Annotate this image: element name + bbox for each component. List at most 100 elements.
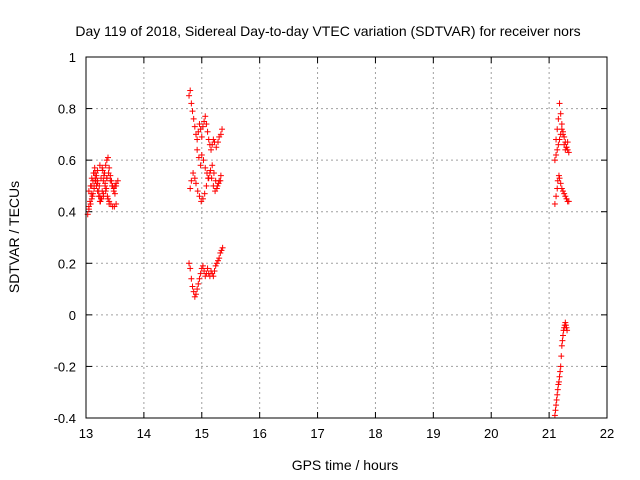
data-point — [190, 170, 197, 177]
data-point — [101, 170, 108, 177]
data-point — [213, 144, 220, 151]
data-point — [554, 391, 561, 398]
data-point — [191, 293, 198, 300]
data-point — [103, 175, 110, 182]
data-point — [555, 381, 562, 388]
data-point — [558, 126, 565, 133]
data-point — [202, 164, 209, 171]
data-point — [556, 175, 563, 182]
data-point — [551, 200, 558, 207]
data-point — [97, 198, 104, 205]
data-point — [85, 206, 92, 213]
data-point — [217, 172, 224, 179]
data-point — [565, 198, 572, 205]
data-point — [211, 268, 218, 275]
data-point — [217, 177, 224, 184]
data-point — [562, 193, 569, 200]
data-point — [561, 133, 568, 140]
y-tick-label: 1 — [69, 50, 76, 65]
data-point — [210, 136, 217, 143]
data-point — [189, 108, 196, 115]
data-point — [560, 128, 567, 135]
data-point — [194, 286, 201, 293]
y-tick-label: -0.2 — [54, 359, 76, 374]
data-point — [207, 167, 214, 174]
data-point — [111, 190, 118, 197]
x-tick-label: 19 — [426, 426, 440, 441]
data-point — [195, 154, 202, 161]
data-point — [556, 373, 563, 380]
data-point — [95, 188, 102, 195]
data-point — [559, 337, 566, 344]
data-point — [203, 121, 210, 128]
data-point — [192, 291, 199, 298]
data-point — [563, 324, 570, 331]
data-point — [204, 265, 211, 272]
data-point — [192, 180, 199, 187]
y-axis-label: SDTVAR / TECUs — [6, 181, 22, 293]
data-point — [195, 280, 202, 287]
data-point — [555, 378, 562, 385]
x-tick-label: 13 — [79, 426, 93, 441]
data-point — [88, 195, 95, 202]
data-point — [93, 172, 100, 179]
data-point — [213, 185, 220, 192]
data-point — [560, 332, 567, 339]
data-point — [554, 146, 561, 153]
data-point — [198, 151, 205, 158]
data-point — [564, 146, 571, 153]
data-points — [84, 87, 572, 419]
x-axis-label: GPS time / hours — [292, 457, 399, 473]
data-point — [218, 247, 225, 254]
data-point — [202, 113, 209, 120]
data-point — [196, 275, 203, 282]
data-point — [110, 185, 117, 192]
data-point — [201, 190, 208, 197]
data-point — [102, 188, 109, 195]
data-point — [104, 195, 111, 202]
data-point — [91, 164, 98, 171]
data-point — [188, 100, 195, 107]
data-point — [552, 407, 559, 414]
data-point — [199, 195, 206, 202]
x-tick-label: 17 — [310, 426, 324, 441]
data-point — [558, 121, 565, 128]
data-point — [558, 353, 565, 360]
data-point — [209, 162, 216, 169]
data-point — [113, 180, 120, 187]
chart-title: Day 119 of 2018, Sidereal Day-to-day VTE… — [75, 23, 580, 39]
data-point — [553, 193, 560, 200]
data-point — [190, 115, 197, 122]
data-point — [89, 193, 96, 200]
data-point — [197, 162, 204, 169]
data-point — [186, 92, 193, 99]
data-point — [100, 193, 107, 200]
data-point — [188, 275, 195, 282]
data-point — [213, 260, 220, 267]
data-point — [214, 257, 221, 264]
data-point — [187, 185, 194, 192]
data-point — [217, 131, 224, 138]
data-point — [191, 123, 198, 130]
data-point — [85, 188, 92, 195]
data-point — [219, 244, 226, 251]
data-point — [556, 136, 563, 143]
data-point — [106, 200, 113, 207]
data-point — [91, 185, 98, 192]
data-point — [197, 270, 204, 277]
data-point — [563, 144, 570, 151]
x-tick-label: 16 — [252, 426, 266, 441]
data-point — [556, 100, 563, 107]
data-point — [102, 162, 109, 169]
x-tick-label: 14 — [137, 426, 151, 441]
data-point — [99, 164, 106, 171]
data-point — [98, 175, 105, 182]
data-point — [102, 182, 109, 189]
y-tick-label: -0.4 — [54, 411, 76, 426]
data-point — [89, 190, 96, 197]
data-point — [208, 175, 215, 182]
data-point — [562, 139, 569, 146]
data-point — [199, 123, 206, 130]
data-point — [219, 126, 226, 133]
